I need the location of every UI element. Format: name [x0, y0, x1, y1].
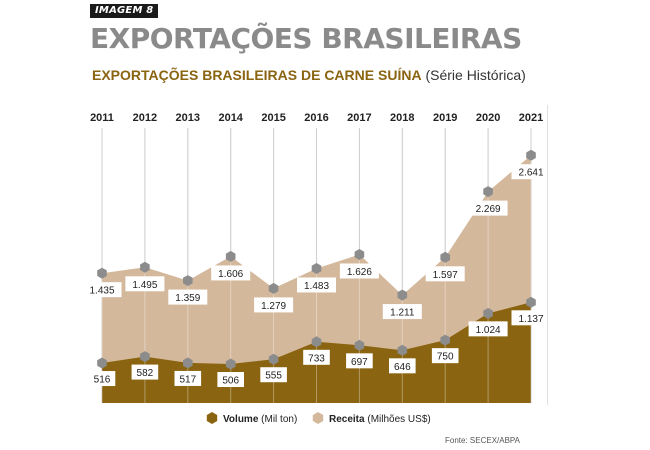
volume-point: [397, 344, 408, 356]
x-tick-label: 2020: [476, 112, 500, 124]
chart-subtitle: EXPORTAÇÕES BRASILEIRAS DE CARNE SUÍNA (…: [92, 67, 526, 83]
legend-series-unit: (Milhões US$): [367, 414, 430, 425]
receita-data-label: 2.641: [518, 168, 543, 179]
x-tick-label: 2019: [433, 112, 457, 124]
chart-source: Fonte: SECEX/ABPA: [445, 436, 520, 445]
receita-label-box: [382, 304, 422, 320]
x-tick-label: 2011: [90, 112, 114, 124]
volume-point: [354, 339, 365, 351]
volume-data-label: 646: [394, 362, 411, 373]
page-title: EXPORTAÇÕES BRASILEIRAS: [90, 22, 522, 55]
x-tick-label: 2014: [218, 112, 243, 124]
legend-series-unit: (Mil ton): [261, 414, 297, 425]
volume-label-box: [468, 321, 508, 337]
receita-label-box: [82, 282, 122, 298]
receita-point: [97, 267, 107, 279]
receita-point: [440, 251, 450, 263]
volume-data-label: 1.024: [476, 325, 501, 336]
receita-point: [526, 149, 536, 161]
volume-data-label: 750: [437, 352, 454, 363]
volume-point: [440, 334, 450, 346]
chart-subtitle-paren: (Série Histórica): [425, 67, 526, 83]
chart-subtitle-main: EXPORTAÇÕES BRASILEIRAS DE CARNE SUÍNA: [92, 67, 422, 83]
receita-data-label: 1.483: [304, 281, 329, 292]
receita-point: [397, 289, 408, 301]
volume-data-label: 506: [222, 376, 239, 387]
x-tick-label: 2018: [390, 112, 414, 124]
receita-data-label: 1.211: [390, 308, 415, 319]
receita-data-label: 1.626: [347, 267, 372, 278]
volume-point: [526, 296, 536, 308]
x-tick-label: 2017: [347, 112, 371, 124]
receita-label-box: [125, 276, 165, 292]
receita-data-label: 1.597: [433, 270, 458, 281]
volume-data-label: 1.137: [518, 314, 543, 325]
volume-point: [140, 351, 150, 363]
volume-point: [483, 307, 493, 319]
receita-label-box: [254, 297, 294, 313]
volume-label-box: [174, 370, 202, 386]
receita-point: [311, 263, 322, 274]
volume-label-box: [88, 371, 116, 387]
volume-label-box: [389, 358, 416, 374]
volume-point: [183, 357, 193, 369]
volume-label-box: [260, 367, 287, 383]
legend-series-name: Volume: [223, 414, 261, 425]
receita-data-label: 1.359: [175, 293, 200, 304]
receita-point: [183, 275, 193, 287]
receita-data-label: 1.435: [89, 286, 114, 297]
x-tick-label: 2016: [304, 112, 328, 124]
receita-label-box: [168, 289, 208, 305]
right-divider: [547, 105, 548, 405]
x-tick-label: 2012: [133, 112, 157, 124]
volume-label-box: [346, 353, 373, 369]
volume-label-box: [303, 349, 330, 365]
volume-label-box: [511, 310, 551, 326]
legend-marker-receita: [312, 412, 324, 424]
volume-label-box: [131, 364, 159, 380]
volume-data-label: 697: [351, 357, 368, 368]
receita-data-label: 2.269: [476, 204, 501, 215]
volume-data-label: 733: [308, 353, 325, 364]
volume-data-label: 582: [137, 368, 154, 379]
receita-point: [268, 282, 279, 294]
volume-point: [97, 357, 107, 369]
volume-label-box: [431, 348, 459, 364]
receita-point: [225, 250, 236, 262]
receita-label-box: [211, 265, 251, 281]
receita-data-label: 1.495: [132, 280, 157, 291]
receita-point: [140, 261, 150, 273]
volume-point: [311, 336, 322, 348]
volume-point: [225, 358, 236, 370]
volume-data-label: 555: [265, 371, 282, 382]
volume-label-box: [217, 372, 244, 388]
receita-data-label: 1.279: [261, 301, 286, 312]
legend-marker-volume: [206, 412, 218, 424]
receita-point: [483, 186, 493, 198]
receita-point: [354, 249, 365, 260]
receita-data-label: 1.606: [218, 269, 243, 280]
x-tick-label: 2021: [519, 112, 543, 124]
x-tick-label: 2015: [261, 112, 285, 124]
legend-series-name: Receita: [329, 414, 367, 425]
legend-label-volume: Volume (Mil ton): [223, 414, 297, 425]
legend-label-receita: Receita (Milhões US$): [329, 414, 431, 425]
receita-label-box: [511, 164, 551, 180]
image-badge: IMAGEM 8: [90, 4, 159, 18]
volume-data-label: 516: [94, 375, 111, 386]
x-tick-label: 2013: [176, 112, 200, 124]
receita-label-box: [339, 263, 379, 279]
receita-label-box: [297, 277, 336, 293]
volume-data-label: 517: [179, 374, 196, 385]
volume-point: [268, 353, 279, 365]
receita-label-box: [425, 266, 465, 282]
receita-label-box: [468, 200, 508, 216]
